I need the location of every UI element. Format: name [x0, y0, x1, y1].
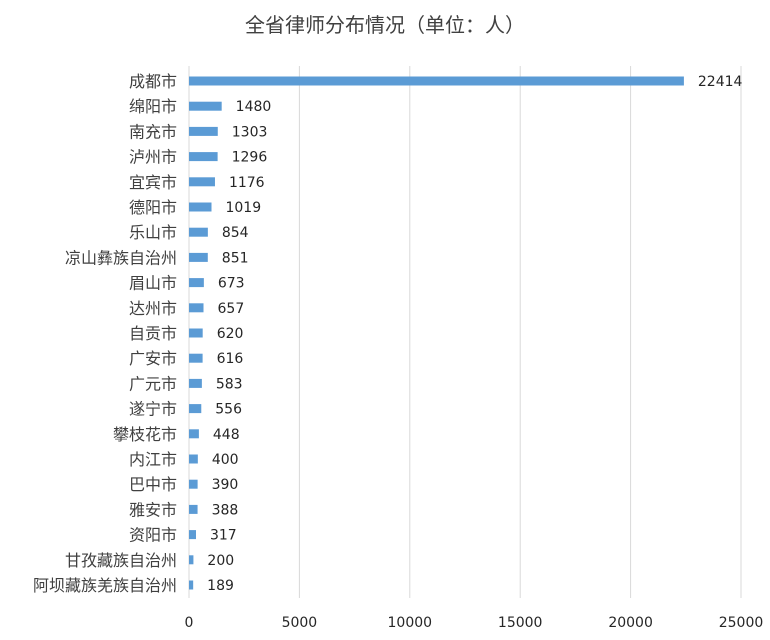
bar [189, 177, 215, 187]
category-label: 达州市 [129, 299, 177, 318]
data-label: 390 [212, 477, 239, 493]
data-label: 854 [222, 225, 249, 241]
category-label: 宜宾市 [129, 173, 177, 192]
data-label: 1303 [232, 124, 268, 140]
x-tick-label: 0 [185, 615, 194, 631]
gridlines [188, 66, 742, 598]
bar [189, 504, 198, 514]
data-label: 400 [212, 452, 239, 468]
category-label: 甘孜藏族自治州 [65, 551, 177, 570]
data-label: 388 [212, 502, 239, 518]
category-label: 凉山彝族自治州 [65, 248, 177, 267]
category-label: 遂宁市 [129, 400, 177, 419]
bar [189, 278, 204, 288]
category-label: 绵阳市 [129, 97, 177, 116]
bar [189, 454, 198, 464]
category-label: 广安市 [129, 349, 177, 368]
bar [189, 353, 203, 363]
bar [189, 303, 204, 313]
data-label: 1176 [229, 175, 265, 191]
bar [189, 126, 218, 136]
category-label: 南充市 [129, 122, 177, 141]
x-tick-label: 10000 [388, 615, 433, 631]
bars [189, 76, 684, 590]
data-label: 620 [217, 326, 244, 342]
category-label: 攀枝花市 [113, 425, 177, 444]
chart-title: 全省律师分布情况（单位：人） [245, 13, 525, 37]
bar [189, 580, 194, 590]
category-label: 雅安市 [129, 500, 177, 519]
data-label: 189 [207, 578, 234, 594]
category-label: 成都市 [129, 72, 177, 91]
category-label: 广元市 [129, 374, 177, 393]
data-label: 1480 [236, 99, 272, 115]
category-label: 眉山市 [129, 274, 177, 293]
data-label: 317 [210, 528, 237, 544]
bar [189, 404, 202, 414]
category-label: 内江市 [129, 450, 177, 469]
bar [189, 202, 212, 212]
category-label: 德阳市 [129, 198, 177, 217]
bar [189, 101, 222, 111]
x-tick-label: 5000 [282, 615, 318, 631]
data-label: 448 [213, 427, 240, 443]
bar [189, 328, 203, 338]
bar [189, 378, 202, 388]
x-axis-ticks: 0 5000 10000 15000 20000 25000 [185, 615, 764, 631]
data-label: 616 [217, 351, 244, 367]
category-label: 阿坝藏族羌族自治州 [33, 576, 177, 595]
bar [189, 555, 194, 565]
data-label: 556 [215, 402, 242, 418]
bar [189, 76, 684, 86]
data-label: 583 [216, 376, 243, 392]
x-tick-label: 15000 [498, 615, 543, 631]
bar [189, 429, 199, 439]
data-label: 1296 [232, 150, 268, 166]
category-labels: 成都市绵阳市南充市泸州市宜宾市德阳市乐山市凉山彝族自治州眉山市达州市自贡市广安市… [33, 72, 177, 595]
category-label: 乐山市 [129, 223, 177, 242]
data-label: 200 [207, 553, 234, 569]
data-label: 673 [218, 276, 245, 292]
category-label: 资阳市 [129, 526, 177, 545]
bar [189, 252, 208, 262]
data-label: 22414 [698, 74, 743, 90]
data-label: 657 [218, 301, 245, 317]
data-label: 851 [222, 250, 249, 266]
category-label: 泸州市 [129, 148, 177, 167]
bar [189, 479, 198, 489]
value-labels: 22414 1480 1303 1296 1176 1019 854 851 673 657 620… [207, 74, 742, 594]
bar [189, 152, 218, 162]
bar [189, 227, 208, 237]
bar [189, 530, 196, 540]
category-label: 自贡市 [129, 324, 177, 343]
x-tick-label: 25000 [719, 615, 764, 631]
category-label: 巴中市 [129, 475, 177, 494]
data-label: 1019 [225, 200, 261, 216]
x-tick-label: 20000 [608, 615, 653, 631]
